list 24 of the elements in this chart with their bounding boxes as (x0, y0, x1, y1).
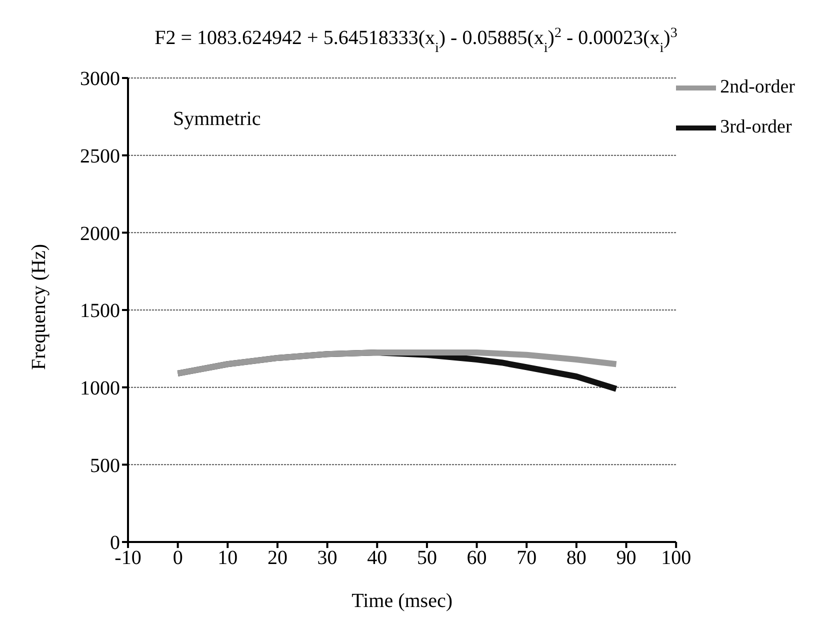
x-tick-label: 60 (466, 547, 487, 570)
x-axis-title: Time (msec) (352, 590, 452, 612)
y-tick-label: 500 (90, 454, 120, 477)
y-tick-label: 2000 (80, 222, 120, 245)
chart-title: F2 = 1083.624942 + 5.64518333(x$_{i}$) - 0.05885(x$_{i}$)$^{2}$ - 0.00023(x$_{i}$)$^{3}$ (154, 26, 678, 56)
x-tick-label: 10 (218, 547, 238, 570)
y-tick-label: 3000 (80, 68, 120, 90)
x-tick-label: 100 (661, 547, 692, 570)
legend-label: 3rd-order (720, 116, 792, 138)
x-tick-label: 40 (367, 547, 388, 570)
x-tick-label: 90 (616, 547, 636, 570)
y-tick-label: 0 (110, 532, 120, 554)
y-axis-title: Frequency (Hz) (28, 244, 50, 370)
x-tick-label: 30 (317, 547, 338, 570)
x-tick-label: 80 (566, 547, 586, 570)
annotation: Symmetric (173, 108, 261, 131)
x-tick-label: 50 (416, 547, 437, 570)
x-tick-label: 70 (516, 547, 537, 570)
y-tick-label: 1500 (80, 300, 120, 322)
legend-label: 2nd-order (720, 76, 795, 98)
x-tick-label: 20 (267, 547, 288, 570)
y-tick-label: 1000 (80, 377, 120, 400)
y-tick-label: 2500 (80, 145, 120, 168)
x-tick-label: 0 (172, 547, 183, 570)
